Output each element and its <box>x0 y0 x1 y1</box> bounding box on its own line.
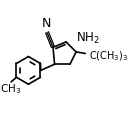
Text: N: N <box>42 17 52 30</box>
Text: C(CH$_3$)$_3$: C(CH$_3$)$_3$ <box>89 50 128 63</box>
Text: NH$_2$: NH$_2$ <box>76 31 100 46</box>
Text: CH$_3$: CH$_3$ <box>0 83 21 96</box>
